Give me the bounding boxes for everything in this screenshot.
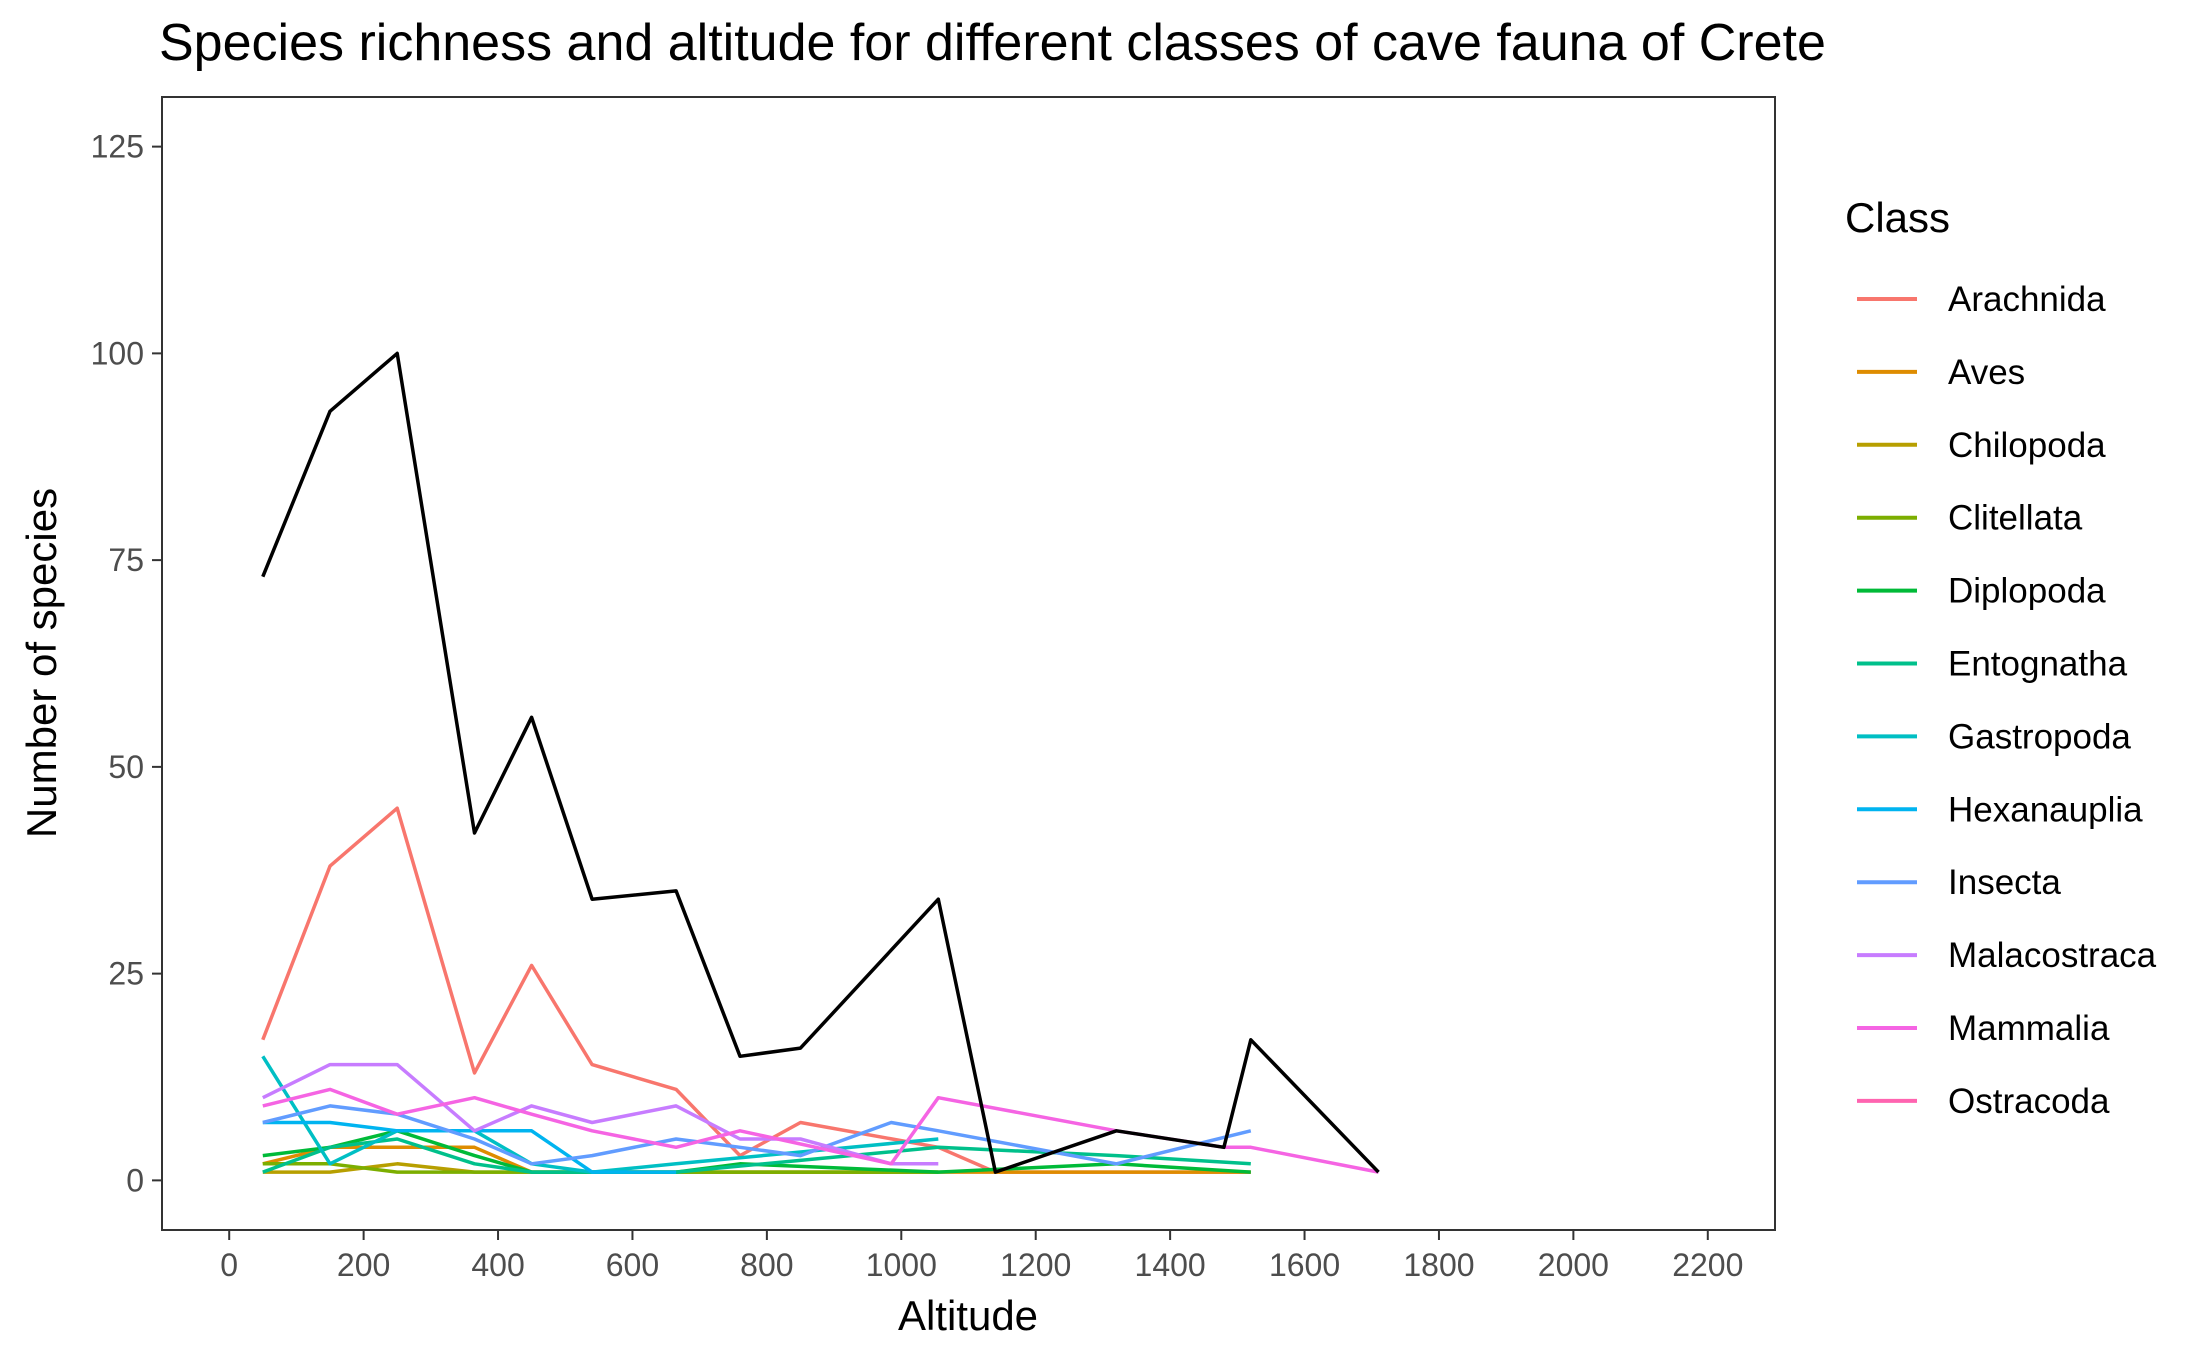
legend-item-diplopoda: Diplopoda <box>1857 572 2106 611</box>
legend-item-gastropoda: Gastropoda <box>1857 717 2131 756</box>
x-tick-label: 1600 <box>1269 1247 1340 1283</box>
x-tick-label: 400 <box>471 1247 524 1283</box>
legend-item-mammalia: Mammalia <box>1857 1009 2110 1048</box>
chart-title: Species richness and altitude for differ… <box>159 14 1826 72</box>
legend-label: Aves <box>1948 353 2025 392</box>
plot-panel <box>161 96 1776 1231</box>
series-line-malacostraca <box>262 1062 939 1166</box>
x-tick-label: 1400 <box>1135 1247 1206 1283</box>
legend-item-clitellata: Clitellata <box>1857 499 2083 538</box>
x-tick-label: 1800 <box>1403 1247 1474 1283</box>
legend-item-entognatha: Entognatha <box>1857 645 2128 684</box>
legend-label: Malacostraca <box>1948 936 2157 975</box>
y-tick-label: 50 <box>108 749 144 785</box>
legend-label: Ostracoda <box>1948 1082 2110 1121</box>
legend-label: Chilopoda <box>1948 426 2106 465</box>
legend-item-chilopoda: Chilopoda <box>1857 426 2106 465</box>
x-tick-label: 600 <box>606 1247 659 1283</box>
y-axis-title: Number of species <box>18 488 65 838</box>
y-tick-label: 75 <box>108 542 144 578</box>
y-tick-label: 25 <box>108 956 144 992</box>
legend-item-aves: Aves <box>1857 353 2025 392</box>
legend-item-arachnida: Arachnida <box>1857 280 2106 319</box>
y-tick-label: 125 <box>91 129 144 165</box>
y-axis: 0 25 50 75 100 125 <box>91 129 162 1198</box>
y-tick-label: 0 <box>126 1162 144 1198</box>
legend-item-malacostraca: Malacostraca <box>1857 936 2157 975</box>
legend-label: Hexanauplia <box>1948 790 2143 829</box>
legend-label: Entognatha <box>1948 645 2128 684</box>
plot-lines <box>261 351 1380 1174</box>
legend: Class Arachnida Aves Chilopoda Clitellata Di… <box>1845 194 2157 1121</box>
legend-label: Insecta <box>1948 863 2061 902</box>
x-tick-label: 2000 <box>1538 1247 1609 1283</box>
series-line-gastropoda <box>261 1055 939 1174</box>
legend-label: Diplopoda <box>1948 572 2106 611</box>
legend-item-insecta: Insecta <box>1857 863 2061 902</box>
legend-item-hexanauplia: Hexanauplia <box>1857 790 2143 829</box>
legend-label: Arachnida <box>1948 280 2106 319</box>
x-tick-label: 200 <box>337 1247 390 1283</box>
y-tick-label: 100 <box>91 335 144 371</box>
legend-label: Gastropoda <box>1948 717 2131 756</box>
x-tick-label: 800 <box>740 1247 793 1283</box>
x-axis-title: Altitude <box>898 1292 1038 1339</box>
legend-label: Mammalia <box>1948 1009 2110 1048</box>
legend-label: Clitellata <box>1948 499 2083 538</box>
legend-title: Class <box>1845 194 1950 241</box>
total-line <box>261 351 1380 1174</box>
x-tick-label: 0 <box>220 1247 238 1283</box>
x-axis: 0 200 400 600 800 1000 1200 1400 1600 1800 2000 220… <box>220 1230 1743 1283</box>
x-tick-label: 1000 <box>866 1247 937 1283</box>
x-tick-label: 2200 <box>1672 1247 1743 1283</box>
legend-item-ostracoda: Ostracoda <box>1857 1082 2110 1121</box>
x-tick-label: 1200 <box>1000 1247 1071 1283</box>
series-line-arachnida <box>261 806 1251 1174</box>
